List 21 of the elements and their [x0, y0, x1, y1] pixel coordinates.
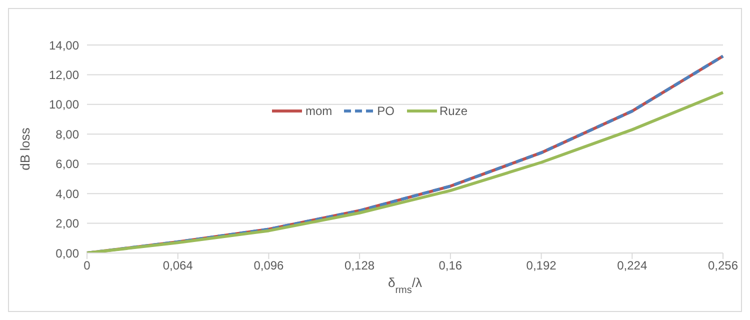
x-tick-label: 0,224: [617, 258, 648, 273]
y-tick-label: 0,00: [56, 246, 80, 260]
y-tick-label: 14,00: [48, 38, 80, 52]
y-tick-label: 2,00: [56, 216, 80, 231]
x-tick-label: 0,16: [438, 258, 462, 273]
x-tick-label: 0: [84, 258, 91, 273]
legend-label: PO: [376, 104, 394, 118]
x-tick-label: 0,256: [708, 258, 738, 273]
y-tick-label: 10,00: [48, 98, 80, 112]
x-axis-title: δ$_{rms}$/λ: [388, 275, 423, 296]
legend-label: mom: [304, 104, 332, 118]
y-tick-label: 4,00: [56, 186, 80, 201]
legend-label: Ruze: [438, 104, 468, 118]
x-tick-label: 0,064: [162, 258, 194, 273]
x-tick-label: 0,128: [344, 258, 375, 273]
y-tick-label: 12,00: [48, 68, 80, 82]
x-tick-label: 0,096: [254, 258, 284, 273]
y-tick-label: 8,00: [56, 127, 80, 142]
x-tick-label: 0,192: [526, 258, 557, 273]
y-tick-label: 6,00: [56, 157, 80, 172]
y-axis-title: dB loss: [18, 127, 33, 170]
